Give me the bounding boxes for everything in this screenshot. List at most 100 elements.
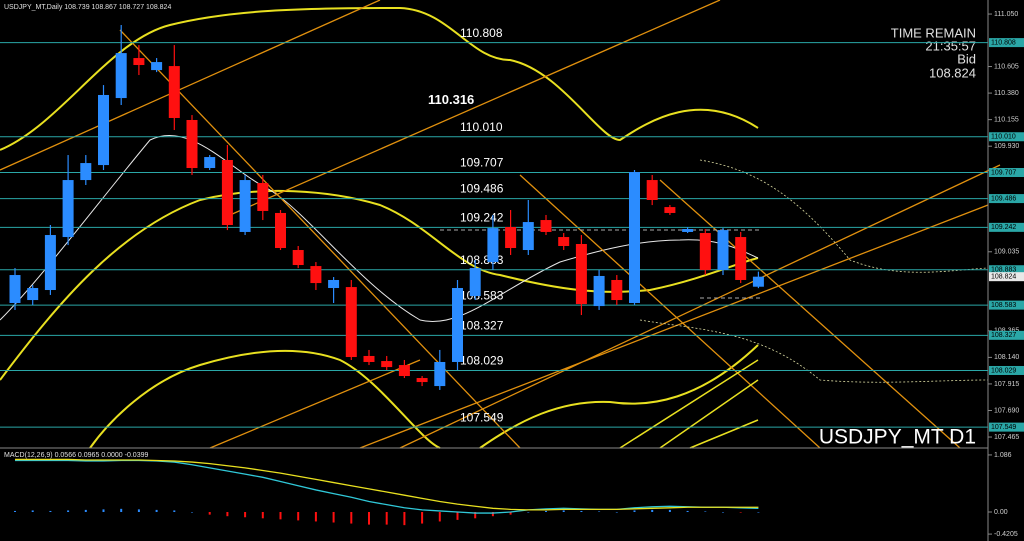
level-axis-label: 109.242	[991, 224, 1016, 231]
macd-histogram	[261, 511, 264, 519]
macd-histogram	[509, 511, 512, 515]
info: TIME REMAIN	[891, 25, 976, 40]
level-axis-label: 109.707	[991, 169, 1016, 176]
candle-body	[310, 266, 322, 284]
y-tick-label: 107.690	[994, 407, 1019, 414]
candle-body	[133, 58, 145, 66]
channel	[619, 359, 759, 449]
candle-body	[752, 276, 764, 287]
candle-body	[558, 237, 570, 247]
candle-body	[239, 180, 251, 232]
level-axis-box	[989, 194, 1024, 204]
candle-body	[522, 222, 534, 251]
macd-histogram	[31, 510, 34, 512]
macd-histogram	[456, 511, 459, 520]
candle-body	[381, 361, 393, 368]
macd-histogram	[137, 509, 140, 512]
macd-histogram	[173, 510, 176, 512]
candle-body	[699, 233, 711, 270]
macd-histogram	[155, 509, 158, 512]
level-axis-box	[989, 365, 1024, 375]
level-axis-label: 110.010	[991, 134, 1016, 141]
candle-body	[62, 180, 74, 238]
y-tick-label: 107.465	[994, 434, 1019, 441]
candle-body	[328, 279, 340, 289]
macd-histogram	[562, 510, 565, 512]
watermark: USDJPY_MT D1	[819, 426, 976, 449]
candle-body	[27, 288, 39, 301]
candle-body	[735, 237, 747, 280]
macd-histogram	[491, 511, 494, 517]
y-tick-label: 111.050	[994, 11, 1018, 18]
candle-body	[575, 243, 587, 305]
level-axis-box	[989, 38, 1024, 48]
level-axis-box	[989, 265, 1024, 275]
macd-histogram	[651, 509, 654, 512]
macd-histogram	[244, 511, 247, 518]
level-label: 110.808	[460, 26, 503, 40]
macd-tick-label: 0.00	[994, 509, 1008, 516]
level-axis-label: 107.549	[991, 424, 1016, 431]
candle-body	[115, 53, 127, 99]
macd-histogram	[615, 511, 618, 513]
macd-histogram	[14, 510, 16, 512]
macd-histogram	[757, 511, 760, 513]
macd-histogram	[208, 511, 211, 515]
macd-histogram	[545, 510, 547, 512]
macd-histogram	[120, 508, 123, 512]
macd-histogram	[438, 511, 441, 522]
y-tick-label: 110.380	[994, 90, 1019, 97]
candle-body	[416, 378, 428, 383]
level-axis-label: 110.808	[991, 39, 1016, 46]
candle-body	[363, 355, 375, 362]
level-axis-box	[989, 330, 1024, 340]
macd-histogram	[84, 509, 87, 512]
info: Bid	[957, 51, 976, 66]
level-axis-label: 108.883	[991, 267, 1016, 274]
price-label: 108.824	[991, 274, 1016, 281]
level-label: 109.486	[460, 182, 504, 196]
candle-body	[204, 157, 216, 169]
level-axis-box	[989, 167, 1024, 177]
level-axis-box	[989, 132, 1024, 142]
macd-tick-label: 1.086	[994, 452, 1012, 459]
candle-body	[98, 94, 109, 166]
macd-histogram	[102, 509, 105, 512]
candle-body	[664, 207, 676, 213]
candle-body	[682, 229, 694, 232]
level-label: 109.242	[460, 211, 504, 225]
macd-histogram	[297, 511, 300, 521]
level-label: 108.029	[460, 354, 504, 368]
macd-histogram	[226, 511, 229, 517]
candle-body	[221, 159, 233, 226]
candle-body	[44, 235, 56, 291]
candle-body	[398, 365, 410, 377]
y-tick-label: 109.930	[994, 143, 1019, 150]
candle-body	[487, 228, 499, 263]
moving-average	[0, 134, 759, 322]
y-tick-label: 110.155	[994, 116, 1019, 123]
macd-histogram	[279, 511, 282, 520]
candle-body	[345, 287, 357, 358]
candle-body	[9, 275, 21, 303]
level-axis-label: 108.029	[991, 367, 1016, 374]
candle-body	[540, 220, 552, 232]
macd-histogram	[368, 511, 370, 525]
candle-body	[611, 279, 623, 301]
candle-body	[452, 288, 463, 362]
lower-band	[89, 344, 759, 449]
macd-histogram	[668, 509, 671, 512]
macd-histogram	[739, 511, 742, 513]
level-axis-box	[989, 422, 1024, 432]
macd-histogram	[350, 511, 353, 524]
price-box	[989, 272, 1024, 282]
candle-body	[80, 163, 92, 181]
candle-body	[434, 361, 446, 387]
macd-histogram	[191, 511, 193, 513]
y-tick-label: 110.605	[994, 63, 1019, 70]
annotation: 110.316	[428, 92, 474, 107]
macd-histogram	[421, 511, 424, 524]
chart-title: USDJPY_MT,Daily 108.739 108.867 108.727 …	[4, 4, 171, 11]
candle-body	[505, 227, 517, 249]
